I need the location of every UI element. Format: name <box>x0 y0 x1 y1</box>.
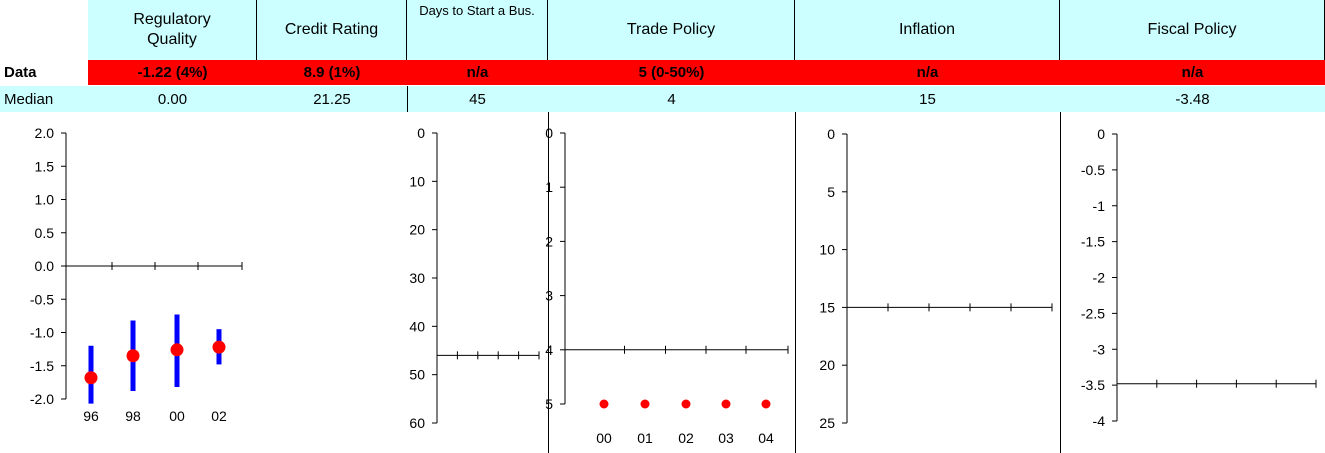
header-days-to-start: Days to Start a Bus. <box>407 0 548 60</box>
x-tick-label: 04 <box>758 430 774 446</box>
data-cell: 8.9 (1%) <box>257 60 407 85</box>
median-cell: -3.48 <box>1060 86 1325 112</box>
y-tick-label: 30 <box>409 270 425 286</box>
y-tick-label: 4 <box>545 342 553 358</box>
column-divider <box>795 112 796 453</box>
y-tick-label: 0.0 <box>35 258 55 274</box>
data-point <box>721 399 731 409</box>
x-tick-label: 98 <box>125 408 141 424</box>
data-point <box>126 349 140 363</box>
column-divider <box>1060 112 1061 453</box>
y-tick-label: 60 <box>409 415 425 431</box>
data-point <box>681 399 691 409</box>
y-tick-label: 15 <box>819 299 835 315</box>
y-tick-label: -2 <box>1093 270 1106 286</box>
y-tick-label: 20 <box>819 357 835 373</box>
x-tick-label: 01 <box>637 430 653 446</box>
data-point <box>640 399 650 409</box>
data-cell: 5 (0-50%) <box>548 60 795 85</box>
header-label: Credit Rating <box>284 21 379 38</box>
x-tick-label: 02 <box>211 408 227 424</box>
x-tick-label: 02 <box>678 430 694 446</box>
y-tick-label: 5 <box>545 396 553 412</box>
header-inflation: Inflation <box>795 0 1060 60</box>
header-credit-rating: Credit Rating <box>257 0 407 60</box>
y-tick-label: 1.5 <box>35 158 55 174</box>
header-label: Days to Start a Bus. <box>419 3 535 18</box>
y-tick-label: 50 <box>409 367 425 383</box>
median-cell: 4 <box>548 86 795 112</box>
y-tick-label: 0 <box>1097 126 1105 142</box>
data-cell: n/a <box>407 60 548 85</box>
y-tick-label: 0.5 <box>35 225 55 241</box>
data-point <box>761 399 771 409</box>
y-tick-label: 0 <box>545 125 553 141</box>
y-tick-label: 1.0 <box>35 192 55 208</box>
y-tick-label: 0 <box>827 126 835 142</box>
y-tick-label: 2 <box>545 233 553 249</box>
y-tick-label: 5 <box>827 184 835 200</box>
header-regulatory-quality: Regulatory Quality <box>88 0 257 60</box>
median-cell: 45 <box>407 86 548 112</box>
y-tick-label: -1.5 <box>1081 234 1105 250</box>
data-cell: n/a <box>1060 60 1325 85</box>
data-point <box>84 371 98 385</box>
y-tick-label: 20 <box>409 222 425 238</box>
y-tick-label: 3 <box>545 288 553 304</box>
y-tick-label: -1 <box>1093 198 1106 214</box>
x-tick-label: 00 <box>596 430 612 446</box>
median-row: Median 0.00 21.25 45 4 15 -3.48 <box>0 86 1325 112</box>
y-tick-label: -0.5 <box>1081 162 1105 178</box>
header-fiscal-policy: Fiscal Policy <box>1060 0 1325 60</box>
y-tick-label: -2.5 <box>1081 305 1105 321</box>
header-label: Trade Policy <box>626 21 716 38</box>
y-tick-label: 10 <box>819 242 835 258</box>
median-cell: 15 <box>795 86 1060 112</box>
header-trade-policy: Trade Policy <box>548 0 795 60</box>
y-tick-label: -2.0 <box>30 391 54 407</box>
x-tick-label: 03 <box>718 430 734 446</box>
data-row: Data -1.22 (4%) 8.9 (1%) n/a 5 (0-50%) n… <box>0 60 1325 85</box>
y-tick-label: 25 <box>819 415 835 431</box>
median-cell: 21.25 <box>257 86 407 112</box>
y-tick-label: 1 <box>545 179 553 195</box>
y-tick-label: -3.5 <box>1081 377 1105 393</box>
y-tick-label: -4 <box>1093 413 1106 429</box>
y-tick-label: 40 <box>409 318 425 334</box>
x-tick-label: 00 <box>169 408 185 424</box>
data-cell: -1.22 (4%) <box>88 60 257 85</box>
y-tick-label: 0 <box>417 125 425 141</box>
charts-canvas: 2.01.51.00.50.0-0.5-1.0-1.5-2.096 98 00 020… <box>30 125 1317 446</box>
header-label: Regulatory Quality <box>133 11 211 48</box>
y-tick-label: 2.0 <box>35 125 55 141</box>
column-divider <box>548 112 549 453</box>
median-cell: 0.00 <box>88 86 257 112</box>
y-tick-label: 10 <box>409 173 425 189</box>
y-tick-label: -1.5 <box>30 358 54 374</box>
header-label: Fiscal Policy <box>1147 21 1237 38</box>
data-point <box>599 399 609 409</box>
data-cell: n/a <box>795 60 1060 85</box>
median-row-label: Median <box>0 86 88 112</box>
data-point <box>212 340 226 354</box>
y-tick-label: -3 <box>1093 341 1106 357</box>
y-tick-label: -0.5 <box>30 291 54 307</box>
column-divider <box>407 86 408 112</box>
data-point <box>170 343 184 357</box>
y-tick-label: -1.0 <box>30 325 54 341</box>
data-row-label: Data <box>0 60 88 85</box>
header-label: Inflation <box>898 21 956 38</box>
x-tick-label: 96 <box>83 408 99 424</box>
